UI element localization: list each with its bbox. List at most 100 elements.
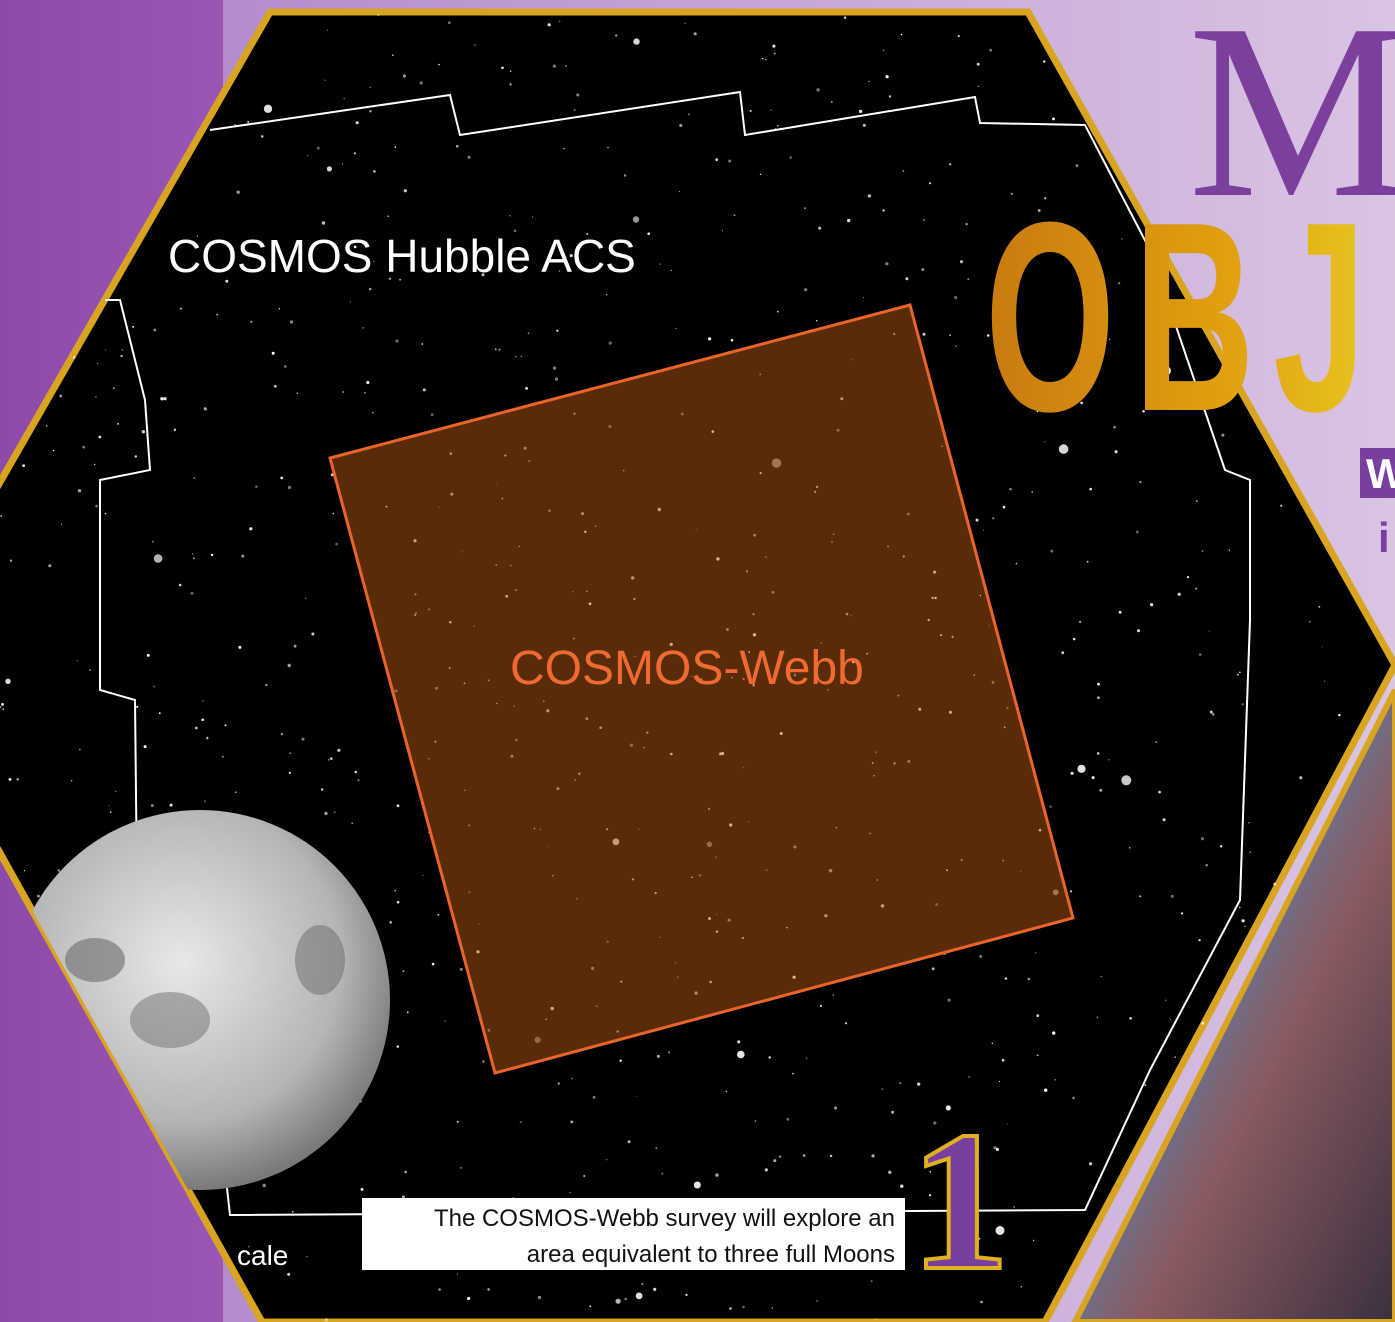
star — [388, 216, 389, 217]
star — [289, 772, 291, 774]
star — [1244, 926, 1246, 928]
star — [570, 1121, 573, 1124]
star — [1280, 505, 1282, 507]
star — [122, 349, 124, 351]
star — [238, 646, 241, 649]
star — [322, 221, 325, 224]
star — [521, 356, 522, 357]
star — [901, 34, 903, 36]
star — [174, 429, 176, 431]
star — [979, 955, 982, 958]
scale-label: cale — [237, 1240, 288, 1271]
star — [616, 1299, 621, 1304]
star — [356, 121, 359, 124]
star — [193, 557, 195, 559]
star — [1196, 500, 1198, 502]
star — [153, 329, 156, 332]
star — [335, 543, 338, 546]
star — [432, 963, 435, 966]
star — [222, 756, 224, 758]
star — [1101, 976, 1102, 977]
star — [553, 367, 556, 370]
star — [684, 23, 685, 24]
star — [820, 1005, 822, 1007]
star — [1013, 1206, 1015, 1208]
star — [923, 333, 926, 336]
star — [195, 727, 198, 730]
star — [886, 75, 889, 78]
star — [960, 260, 963, 263]
star — [482, 1060, 484, 1062]
star — [247, 121, 249, 123]
star — [1324, 681, 1325, 682]
star — [468, 156, 471, 159]
star — [859, 110, 862, 113]
star — [421, 343, 423, 345]
star — [160, 397, 163, 400]
star — [105, 350, 106, 351]
star — [636, 1293, 643, 1300]
star — [932, 967, 935, 970]
star — [147, 654, 150, 657]
star — [311, 633, 314, 636]
star — [448, 21, 451, 24]
star — [154, 554, 163, 563]
star — [460, 1167, 462, 1169]
star — [1178, 593, 1181, 596]
star — [46, 425, 47, 426]
star — [949, 334, 951, 336]
star — [770, 110, 771, 111]
star — [1052, 1031, 1055, 1034]
star — [1031, 491, 1033, 493]
star — [992, 1043, 993, 1044]
star — [1242, 919, 1245, 922]
star — [364, 392, 366, 394]
star — [296, 392, 298, 394]
star — [73, 356, 76, 359]
star — [882, 1088, 884, 1090]
star — [615, 34, 617, 36]
star — [467, 1297, 470, 1300]
star — [830, 1155, 832, 1157]
star — [555, 378, 558, 381]
star — [144, 745, 147, 748]
star — [528, 332, 530, 334]
star — [803, 1154, 806, 1157]
star — [135, 455, 137, 457]
star — [37, 895, 40, 898]
star — [1163, 818, 1166, 821]
star — [98, 436, 101, 439]
star — [201, 719, 204, 722]
star — [762, 58, 763, 59]
star — [265, 684, 267, 686]
star — [786, 1118, 789, 1121]
star — [653, 1288, 656, 1291]
star — [921, 268, 924, 271]
star — [1220, 845, 1222, 847]
star — [1035, 952, 1036, 953]
star — [370, 87, 372, 89]
star — [1129, 1017, 1132, 1020]
star — [750, 110, 752, 112]
star — [1195, 588, 1197, 590]
star — [1, 703, 4, 706]
star — [342, 391, 344, 393]
star — [773, 1159, 776, 1162]
star — [373, 170, 375, 172]
star — [501, 67, 504, 70]
star — [609, 342, 612, 345]
star — [804, 207, 806, 209]
star — [279, 308, 280, 309]
star — [1322, 646, 1323, 647]
star — [2, 708, 4, 710]
star — [351, 822, 353, 824]
star — [280, 477, 283, 480]
star — [369, 110, 371, 112]
star — [94, 464, 95, 465]
star — [532, 217, 533, 218]
star — [1054, 1079, 1056, 1081]
star — [769, 1056, 771, 1058]
moon-crater — [130, 992, 210, 1048]
star — [1036, 1014, 1039, 1017]
star — [1077, 765, 1085, 773]
